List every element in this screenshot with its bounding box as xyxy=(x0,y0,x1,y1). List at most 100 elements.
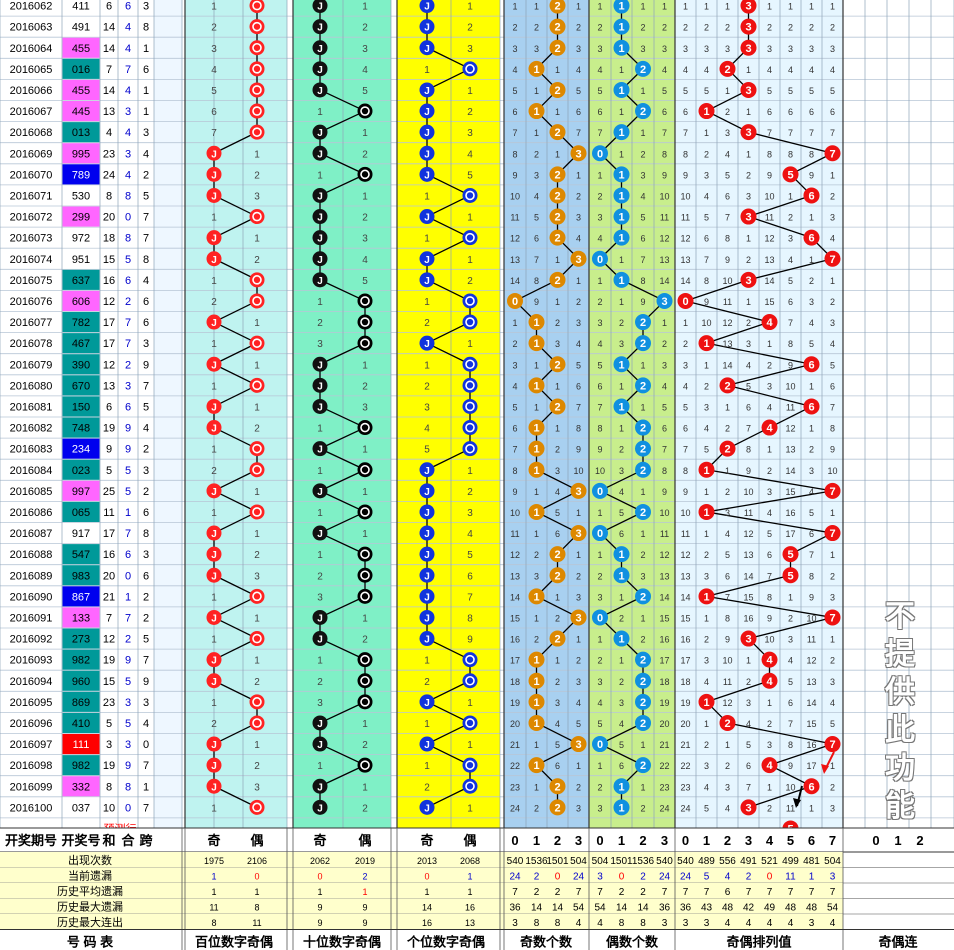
draw-number: 670 xyxy=(72,380,90,392)
odd-marker xyxy=(312,0,328,14)
miss-count: 19 xyxy=(659,698,669,708)
miss-count: 18 xyxy=(659,677,669,687)
miss-count: 4 xyxy=(788,255,793,265)
sum-value: 15 xyxy=(103,254,115,266)
miss-count: 3 xyxy=(704,402,709,412)
trend-line xyxy=(213,722,258,745)
even-count-marker-label: 0 xyxy=(597,486,603,498)
watermark-char: 不 xyxy=(885,599,915,634)
miss-count: 3 xyxy=(788,234,793,244)
even-marker-ring xyxy=(360,654,370,665)
pattern-marker-label: 3 xyxy=(745,127,751,139)
miss-count: 4 xyxy=(576,65,581,75)
miss-count: 8 xyxy=(830,424,835,434)
pattern-marker xyxy=(824,482,841,499)
miss-count: 1 xyxy=(767,782,772,792)
sum-value: 16 xyxy=(103,275,115,287)
miss-count: 5 xyxy=(683,402,688,412)
odd-count-marker xyxy=(570,482,587,499)
draw-number: 748 xyxy=(72,423,90,435)
miss-count: 5 xyxy=(576,86,581,96)
sum-value: 5 xyxy=(106,718,112,730)
miss-count: 14 xyxy=(743,571,753,581)
even-count-marker xyxy=(592,482,608,499)
miss-count: 17 xyxy=(510,656,520,666)
span-value: 5 xyxy=(143,401,149,413)
span-value: 4 xyxy=(143,275,149,287)
miss-count: 1 xyxy=(640,487,645,497)
miss-count: 3 xyxy=(555,466,560,476)
miss-count: 7 xyxy=(809,550,814,560)
miss-count: 1 xyxy=(362,529,368,540)
miss-count: 9 xyxy=(830,445,835,455)
issue-number: 2016072 xyxy=(10,212,53,224)
odd-count-marker-label: 1 xyxy=(533,64,539,76)
even-count-marker-label: 1 xyxy=(618,127,624,139)
even-count-marker-label: 0 xyxy=(597,612,603,624)
even-marker xyxy=(462,441,478,457)
miss-count: 20 xyxy=(680,719,690,729)
odd-count-marker xyxy=(549,271,566,288)
sum-value: 23 xyxy=(103,148,115,160)
pattern-marker-label: 0 xyxy=(682,296,688,308)
stat-value: 8 xyxy=(555,918,561,929)
span-value: 3 xyxy=(143,127,149,139)
miss-count: 10 xyxy=(573,466,583,476)
sum-tail: 2 xyxy=(125,296,131,308)
odd-marker xyxy=(419,588,435,604)
miss-count: 1 xyxy=(467,2,473,13)
trend-line xyxy=(213,363,258,386)
miss-count: 1 xyxy=(254,487,260,498)
miss-count: 1 xyxy=(830,761,835,771)
miss-count: 3 xyxy=(211,44,217,55)
miss-count: 4 xyxy=(576,234,581,244)
even-marker xyxy=(462,398,478,414)
miss-count: 7 xyxy=(704,255,709,265)
sum-tail: 5 xyxy=(125,465,131,477)
miss-count: 2 xyxy=(767,719,772,729)
miss-count: 14 xyxy=(659,276,669,286)
column-bg xyxy=(118,0,138,828)
miss-count: 2 xyxy=(534,149,539,159)
odd-marker-label: J xyxy=(424,128,430,139)
stat-value: 3 xyxy=(662,918,668,929)
miss-count: 4 xyxy=(725,803,730,813)
stat-value: 24 xyxy=(509,872,521,883)
even-count-marker xyxy=(613,187,630,204)
even-marker xyxy=(249,40,265,56)
header-cell: 和 xyxy=(102,833,115,848)
miss-count: 17 xyxy=(806,761,816,771)
sum-value: 4 xyxy=(106,127,112,139)
odd-count-marker xyxy=(528,461,545,478)
stat-value: 556 xyxy=(719,856,736,867)
stat-value: 481 xyxy=(803,856,820,867)
miss-count: 2 xyxy=(704,381,709,391)
odd-marker-label: J xyxy=(211,424,217,435)
miss-count: 4 xyxy=(809,487,814,497)
miss-count: 6 xyxy=(767,550,772,560)
span-value: 4 xyxy=(143,423,149,435)
miss-count: 10 xyxy=(680,508,690,518)
even-count-marker-label: 1 xyxy=(618,22,624,34)
odd-marker xyxy=(312,525,328,541)
miss-count: 1 xyxy=(534,782,539,792)
miss-count: 8 xyxy=(788,740,793,750)
miss-count: 1 xyxy=(362,445,368,456)
odd-marker xyxy=(419,19,435,35)
span-value: 8 xyxy=(143,254,149,266)
odd-count-marker xyxy=(570,250,587,267)
odd-count-bg xyxy=(526,0,547,828)
miss-count: 12 xyxy=(680,550,690,560)
miss-count: 1 xyxy=(534,360,539,370)
miss-count: 1 xyxy=(512,318,517,328)
trend-line xyxy=(213,384,258,408)
span-value: 8 xyxy=(143,22,149,34)
sum-tail: 5 xyxy=(125,718,131,730)
miss-count: 3 xyxy=(746,191,751,201)
miss-count: 2 xyxy=(424,782,430,793)
miss-count: 21 xyxy=(680,740,690,750)
sum-tail: 3 xyxy=(125,380,131,392)
miss-count: 13 xyxy=(659,255,669,265)
miss-count: 2 xyxy=(619,613,624,623)
stat-value: 2 xyxy=(362,872,367,882)
